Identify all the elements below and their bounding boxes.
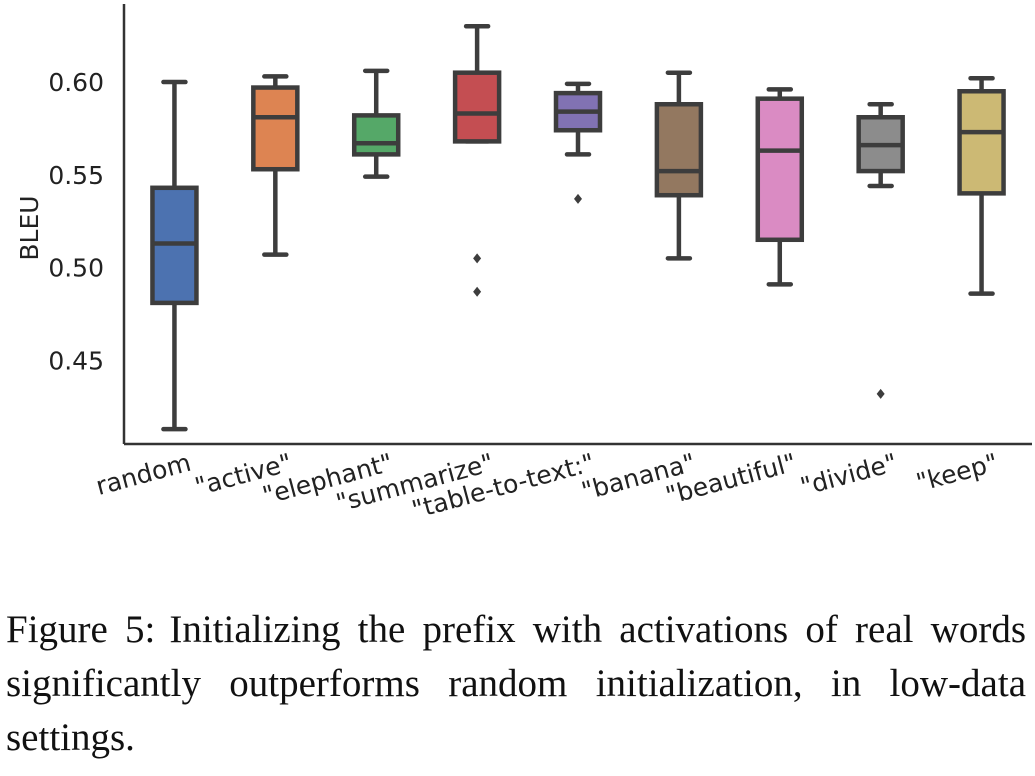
caption-prefix: Figure 5:: [6, 608, 156, 651]
box-iqr: [452, 70, 502, 144]
y-tick-label: 0.55: [48, 161, 104, 190]
outlier-point: [473, 253, 482, 264]
box-group: [553, 81, 603, 204]
y-tick-label: 0.45: [48, 346, 104, 375]
box-group: [351, 68, 401, 179]
box-plot-chart: 0.45 0.50 0.55 0.60 random "active" "elephant…: [15, 4, 1032, 524]
x-tick-label: random: [93, 448, 194, 501]
x-tick-label: "divide": [797, 448, 900, 502]
box-group: [654, 70, 704, 261]
box-group: [755, 87, 805, 287]
box-group: [150, 79, 199, 432]
y-axis-label: BLEU: [15, 195, 44, 260]
boxes-layer: [150, 24, 1006, 432]
caption-text: Initializing the prefix with activations…: [6, 608, 1026, 759]
box-iqr: [755, 96, 805, 243]
box-group: [957, 76, 1006, 296]
y-tick-label: 0.60: [48, 68, 104, 97]
outlier-point: [876, 388, 885, 399]
box-group: [452, 24, 502, 297]
box-iqr: [251, 85, 300, 172]
figure-caption: Figure 5: Initializing the prefix with ac…: [6, 603, 1026, 765]
x-tick-label: "keep": [913, 448, 1001, 498]
box-iqr: [351, 113, 401, 157]
y-tick-label: 0.50: [48, 254, 104, 283]
box-iqr: [654, 102, 704, 198]
outlier-point: [473, 286, 482, 297]
box-iqr: [957, 89, 1006, 196]
x-axis: random"active""elephant""summarize""tabl…: [93, 442, 1032, 524]
box-group: [856, 102, 905, 399]
outlier-point: [574, 193, 582, 204]
box-group: [251, 74, 300, 257]
chart-canvas: 0.45 0.50 0.55 0.60 random"active""elephant…: [15, 4, 1032, 524]
y-axis: 0.45 0.50 0.55 0.60: [48, 4, 126, 444]
